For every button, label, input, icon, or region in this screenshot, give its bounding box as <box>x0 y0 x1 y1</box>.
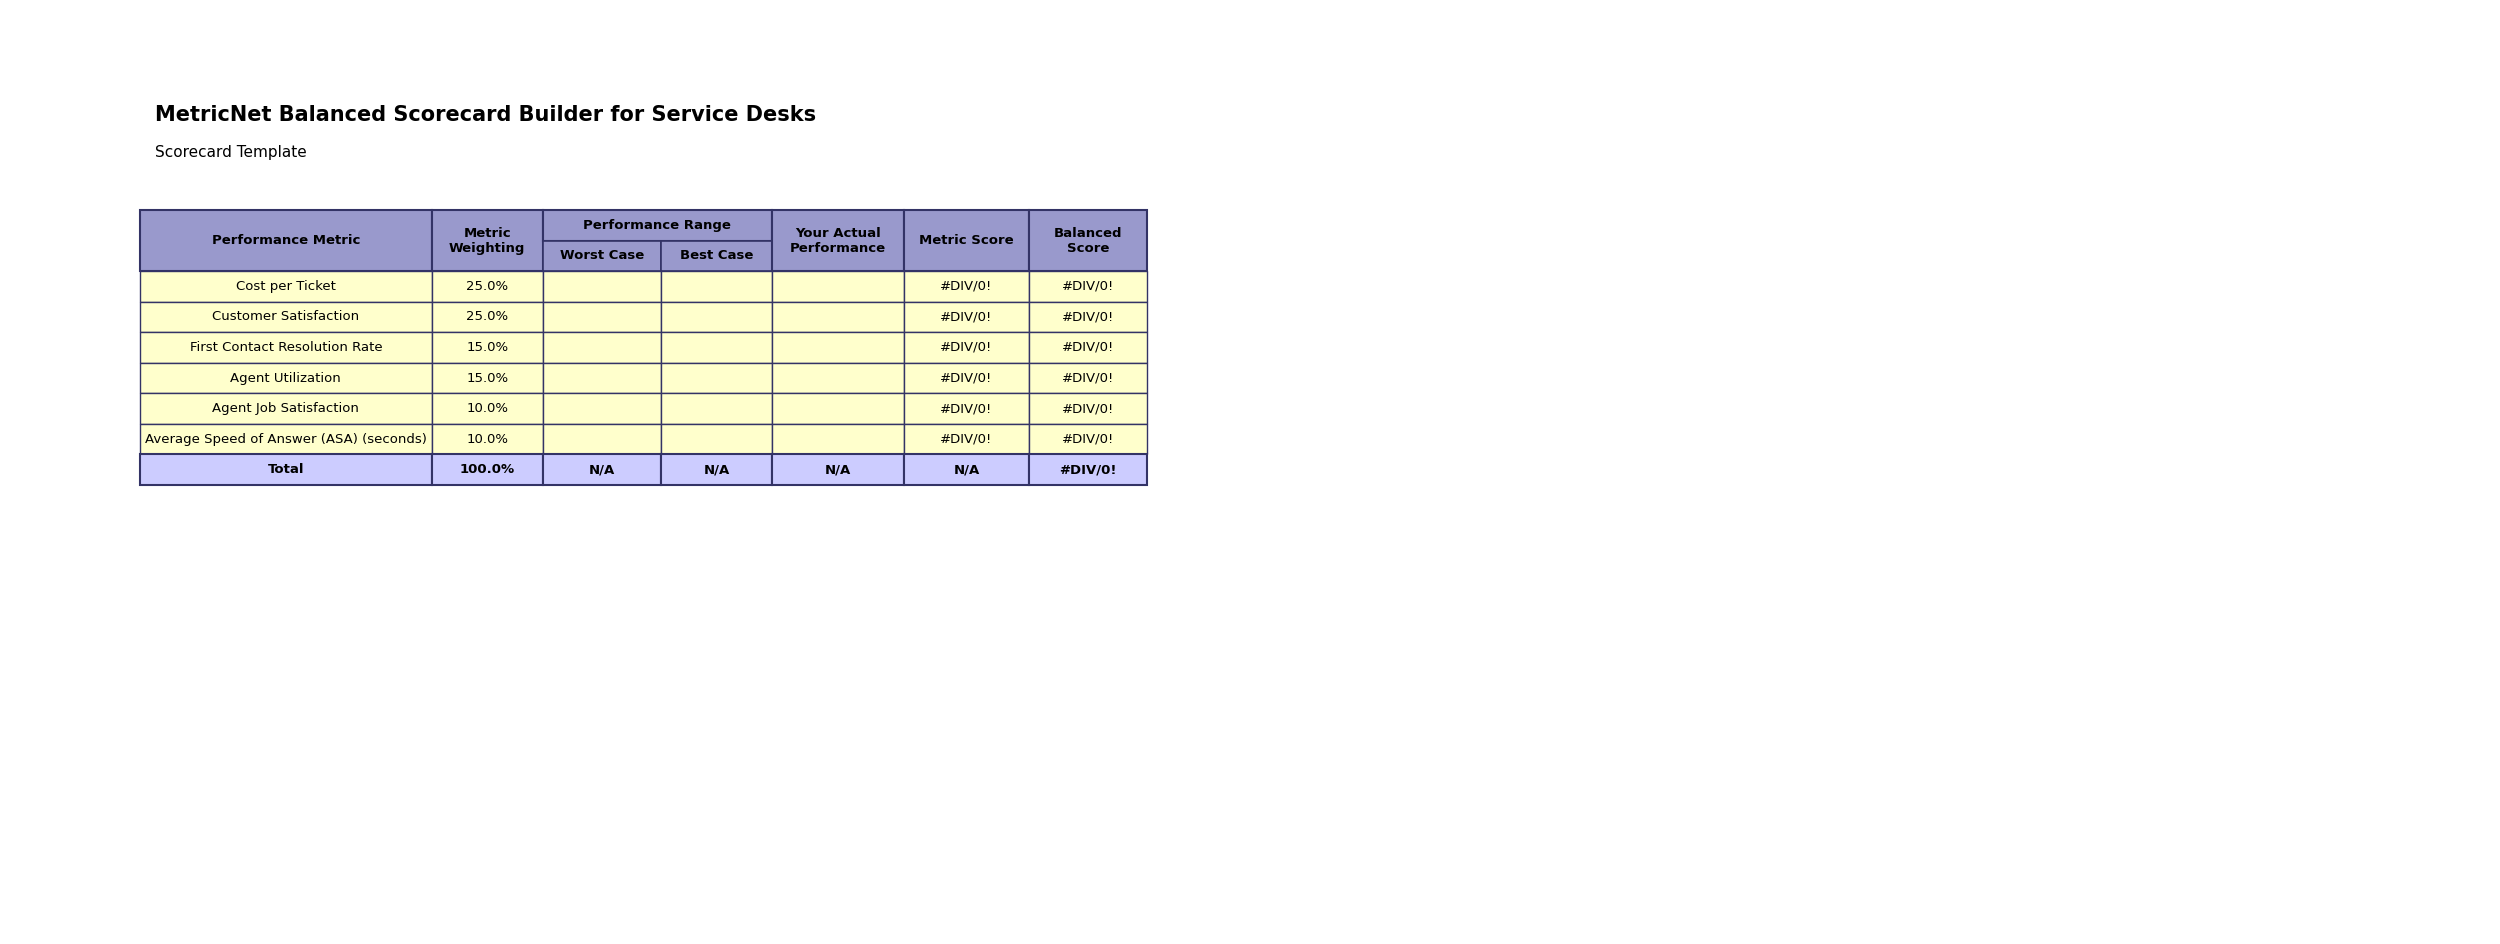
Text: #DIV/0!: #DIV/0! <box>1062 311 1115 324</box>
Text: Performance Range: Performance Range <box>582 219 732 232</box>
Text: #DIV/0!: #DIV/0! <box>1062 279 1115 293</box>
Text: Metric Score: Metric Score <box>920 234 1013 247</box>
Text: 25.0%: 25.0% <box>465 311 508 324</box>
Text: #DIV/0!: #DIV/0! <box>1062 341 1115 354</box>
Text: Balanced
Score: Balanced Score <box>1052 227 1122 255</box>
Text: #DIV/0!: #DIV/0! <box>1062 372 1115 384</box>
Text: 100.0%: 100.0% <box>460 464 515 476</box>
Text: Best Case: Best Case <box>680 249 752 262</box>
Text: Agent Job Satisfaction: Agent Job Satisfaction <box>213 402 360 415</box>
Text: #DIV/0!: #DIV/0! <box>1062 432 1115 446</box>
Text: 10.0%: 10.0% <box>465 402 508 415</box>
Text: #DIV/0!: #DIV/0! <box>940 279 992 293</box>
Text: Average Speed of Answer (ASA) (seconds): Average Speed of Answer (ASA) (seconds) <box>145 432 428 446</box>
Text: Agent Utilization: Agent Utilization <box>230 372 340 384</box>
Text: #DIV/0!: #DIV/0! <box>940 402 992 415</box>
Text: #DIV/0!: #DIV/0! <box>940 432 992 446</box>
Text: 25.0%: 25.0% <box>465 279 508 293</box>
Text: N/A: N/A <box>825 464 850 476</box>
Text: Metric
Weighting: Metric Weighting <box>450 227 525 255</box>
Text: 15.0%: 15.0% <box>465 341 508 354</box>
Text: #DIV/0!: #DIV/0! <box>1060 464 1118 476</box>
Text: N/A: N/A <box>703 464 730 476</box>
Text: #DIV/0!: #DIV/0! <box>940 372 992 384</box>
Text: N/A: N/A <box>952 464 980 476</box>
Text: Worst Case: Worst Case <box>560 249 645 262</box>
Text: Your Actual
Performance: Your Actual Performance <box>790 227 885 255</box>
Text: Performance Metric: Performance Metric <box>213 234 360 247</box>
Text: Scorecard Template: Scorecard Template <box>155 145 308 160</box>
Text: 10.0%: 10.0% <box>465 432 508 446</box>
Text: 15.0%: 15.0% <box>465 372 508 384</box>
Text: First Contact Resolution Rate: First Contact Resolution Rate <box>190 341 382 354</box>
Text: #DIV/0!: #DIV/0! <box>1062 402 1115 415</box>
Text: #DIV/0!: #DIV/0! <box>940 341 992 354</box>
Text: Customer Satisfaction: Customer Satisfaction <box>213 311 360 324</box>
Text: Cost per Ticket: Cost per Ticket <box>235 279 335 293</box>
Text: MetricNet Balanced Scorecard Builder for Service Desks: MetricNet Balanced Scorecard Builder for… <box>155 105 815 125</box>
Text: Total: Total <box>268 464 305 476</box>
Text: #DIV/0!: #DIV/0! <box>940 311 992 324</box>
Text: N/A: N/A <box>588 464 615 476</box>
